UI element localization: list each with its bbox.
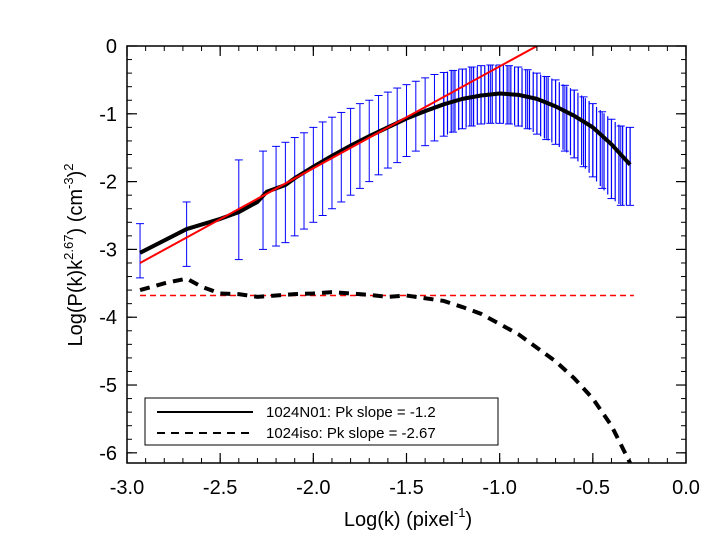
y-tick-label: -3: [99, 239, 117, 261]
x-tick-label: -1.5: [389, 477, 423, 499]
x-tick-labels: -3.0 -2.5 -2.0 -1.5 -1.0 -0.5 0.0: [110, 477, 700, 499]
series-1024n01-line: [139, 91, 632, 255]
y-tick-label: -5: [99, 375, 117, 397]
series-1024iso-line: [139, 276, 632, 463]
y-tick-label: -2: [99, 172, 117, 194]
y-axis-title: Log(P(k)k2.67) (cm-3)2: [61, 163, 87, 346]
y-tick-label: -4: [99, 307, 117, 329]
error-bars: [136, 64, 635, 279]
x-tick-label: -2.0: [296, 477, 330, 499]
x-axis-title: Log(k) (pixel-1): [344, 505, 472, 531]
legend-label-1024iso: 1024iso: Pk slope = -2.67: [266, 425, 436, 442]
y-tick-labels: 0 -1 -2 -3 -4 -5 -6: [99, 36, 117, 465]
legend-box: [144, 397, 499, 446]
data-lines: [139, 46, 634, 463]
y-tick-label: -1: [99, 104, 117, 126]
x-tick-label: -1.0: [482, 477, 516, 499]
fit-line: [139, 46, 538, 264]
x-tick-label: -2.5: [203, 477, 237, 499]
y-tick-label: 0: [106, 36, 117, 58]
legend-label-1024n01: 1024N01: Pk slope = -1.2: [266, 404, 436, 421]
legend: 1024N01: Pk slope = -1.2 1024iso: Pk slo…: [144, 397, 499, 446]
axis-ticks: [126, 45, 687, 463]
x-tick-label: -3.0: [110, 477, 144, 499]
x-tick-label: 0.0: [672, 477, 700, 499]
x-tick-label: -0.5: [576, 477, 610, 499]
y-tick-label: -6: [99, 443, 117, 465]
